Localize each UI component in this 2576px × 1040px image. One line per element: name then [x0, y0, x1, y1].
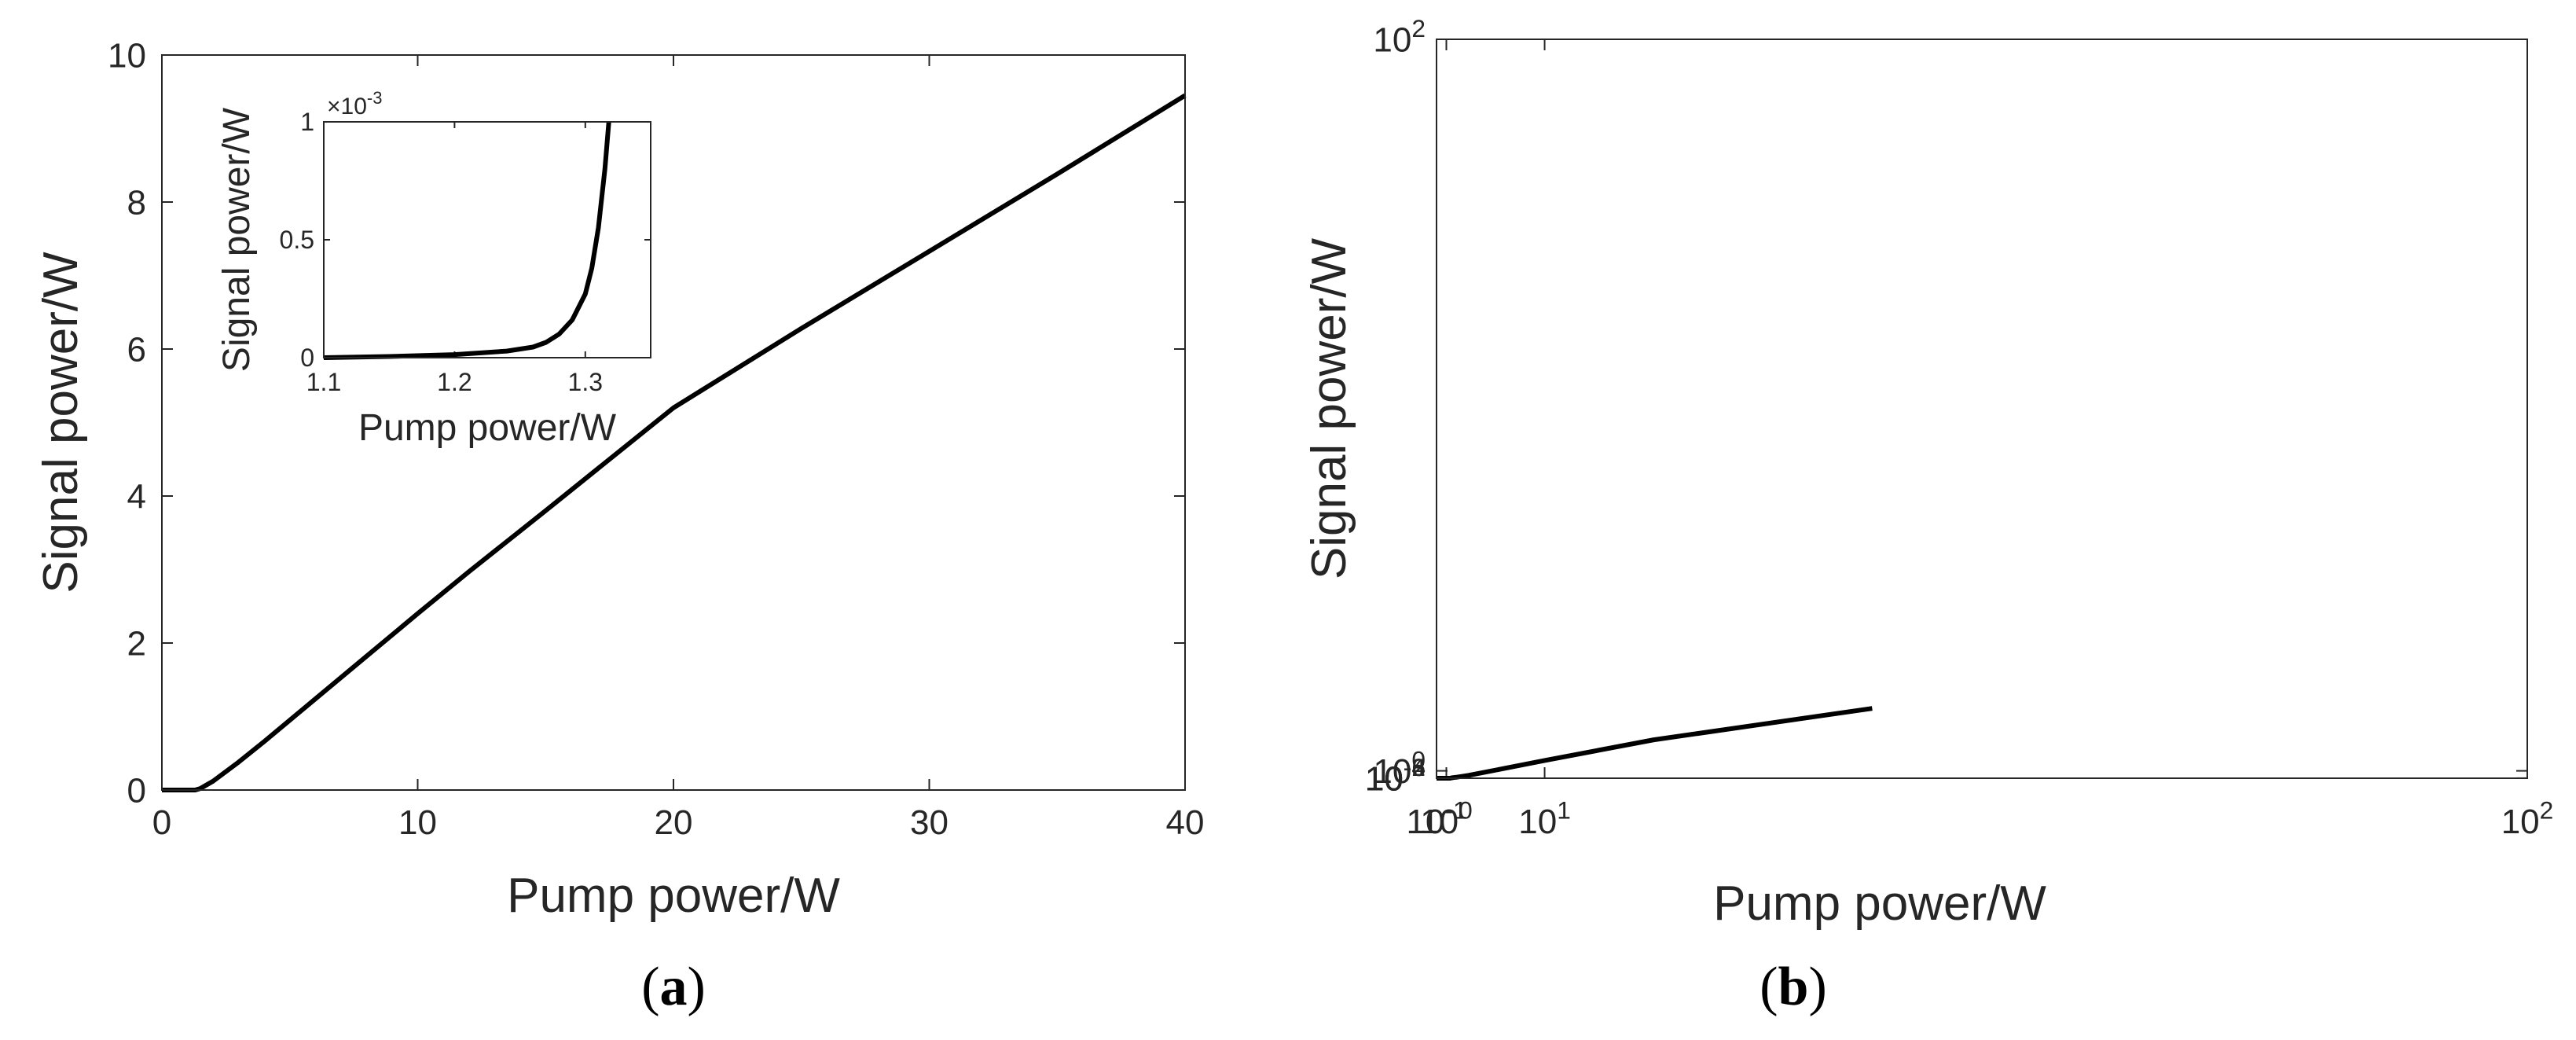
y-tick-label: 10-4: [1365, 753, 1426, 798]
y-tick-label-base: 10: [1373, 752, 1411, 791]
x-tick-label: 101: [1518, 796, 1571, 841]
x-tick-label-base: 10: [2501, 803, 2540, 841]
x-tick-label-exponent: 1: [1557, 796, 1571, 825]
chart-b-tick-marks: [1436, 39, 2528, 779]
chart-a-panel-letter: a: [660, 957, 688, 1017]
y-tick-label-exponent: 2: [1411, 14, 1426, 42]
chart-a-inset-series-line: [323, 121, 611, 360]
chart-a-inset-background: [324, 122, 651, 358]
chart-a-y-axis-label: Signal power/W: [34, 252, 88, 593]
x-tick-label: 1.1: [306, 368, 341, 396]
chart-b-panel-label: (b): [1760, 957, 1827, 1017]
chart-a-inset-axes-box: [323, 121, 651, 358]
x-tick-label-base: 10: [1406, 803, 1444, 841]
chart-b-x-axis-label: Pump power/W: [1713, 876, 2046, 931]
x-tick-label: 30: [910, 803, 949, 842]
y-tick-label-exponent: -4: [1404, 753, 1426, 781]
chart-a-inset-exponent-power: -3: [367, 88, 383, 108]
y-tick-label: 10-6: [1365, 753, 1426, 798]
x-tick-label: 10-1: [1406, 796, 1466, 841]
x-tick-label: 100: [1420, 796, 1473, 841]
y-tick-label: 100: [1373, 746, 1426, 791]
y-tick-label-exponent: -2: [1404, 753, 1426, 781]
y-tick-label-base: 10: [1365, 759, 1404, 798]
x-tick-label: 10: [398, 803, 437, 842]
x-tick-label-base: 10: [1420, 803, 1459, 841]
x-tick-label: 102: [2501, 796, 2554, 841]
y-tick-label: 2: [127, 624, 146, 663]
y-tick-label: 10: [108, 36, 146, 75]
y-tick-label-exponent: -6: [1404, 753, 1426, 781]
x-tick-label: 40: [1166, 803, 1205, 842]
x-tick-label-exponent: 2: [2540, 796, 2554, 825]
chart-a-panel-close: ): [688, 957, 706, 1017]
chart-a-inset-exponent-label: ×10-3: [327, 88, 382, 119]
y-tick-label: 10-2: [1365, 753, 1426, 798]
x-tick-label-exponent: -1: [1444, 796, 1466, 825]
chart-b-y-axis-label: Signal power/W: [1302, 237, 1356, 579]
y-tick-label-exponent: -8: [1404, 753, 1426, 781]
chart-a-x-tick-labels: 0 10 20 30 40: [152, 803, 1205, 842]
y-tick-label-base: 10: [1365, 759, 1404, 798]
chart-a-inset-y-axis-label: Signal power/W: [216, 107, 258, 372]
y-tick-label-base: 10: [1365, 759, 1404, 798]
x-tick-label: 1.3: [568, 368, 603, 396]
y-tick-label: 102: [1373, 14, 1426, 59]
chart-a-axes-box: [161, 54, 1186, 791]
chart-a-tick-marks: [161, 54, 1186, 791]
y-tick-label: 10-8: [1365, 753, 1426, 798]
x-tick-label: 20: [655, 803, 693, 842]
chart-a-inset: 1.1 1.2 1.3 00.51 ×10-3 Pump power/W Signa…: [216, 88, 651, 449]
y-tick-label-base: 10: [1373, 20, 1411, 59]
chart-b-series-line: [1435, 706, 1873, 781]
chart-a-panel-label: (a): [641, 957, 706, 1017]
chart-a-inset-exponent-base: ×10: [327, 94, 367, 119]
y-tick-label-base: 10: [1365, 759, 1404, 798]
y-tick-label: 0: [300, 344, 314, 372]
y-tick-label: 0.5: [280, 226, 314, 254]
y-tick-label: 6: [127, 330, 146, 369]
chart-b-panel-close: ): [1808, 957, 1826, 1017]
chart-a-x-axis-label: Pump power/W: [507, 869, 840, 923]
y-tick-label: 0: [127, 771, 146, 810]
chart-a-y-tick-labels: 0 2 4 6 8 10: [108, 36, 146, 810]
y-tick-label: 4: [127, 477, 146, 516]
x-tick-label: 1.2: [437, 368, 472, 396]
chart-a-series-line: [162, 93, 1187, 792]
chart-a-inset-x-tick-labels: 1.1 1.2 1.3: [306, 368, 603, 396]
y-tick-label: 8: [127, 183, 146, 222]
chart-b-panel-letter: b: [1778, 957, 1809, 1017]
x-tick-label-exponent: 0: [1459, 796, 1473, 825]
x-tick-label-base: 10: [1518, 803, 1557, 841]
chart-b-panel-open: (: [1760, 957, 1778, 1017]
y-tick-label: 1: [300, 108, 314, 136]
chart-b-axes-box: [1436, 39, 2528, 779]
y-tick-label-exponent: 0: [1411, 746, 1426, 774]
chart-a-inset-y-tick-labels: 00.51: [280, 108, 314, 372]
chart-a-panel-open: (: [641, 957, 659, 1017]
x-tick-label: 0: [152, 803, 171, 842]
chart-a-inset-x-axis-label: Pump power/W: [358, 407, 617, 449]
